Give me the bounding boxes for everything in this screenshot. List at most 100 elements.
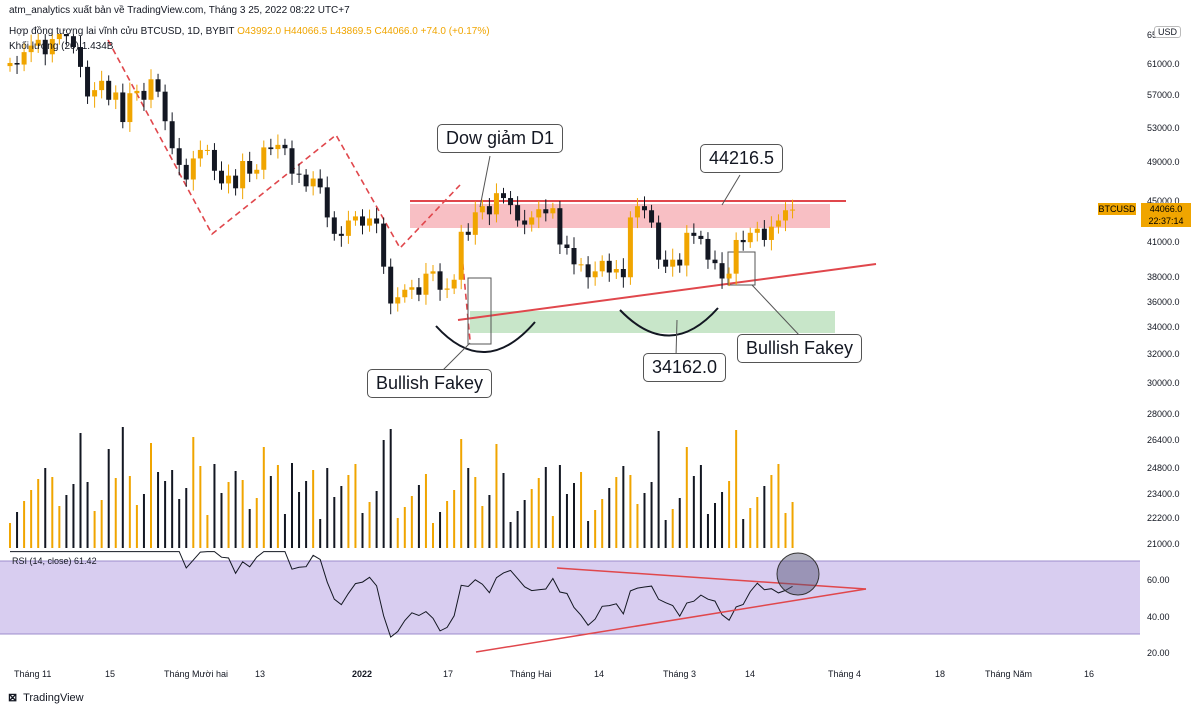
volume-bar (692, 476, 695, 548)
candle-body (352, 216, 358, 221)
volume-bar (107, 449, 110, 548)
volume-bar (128, 476, 131, 548)
candle-body (656, 222, 662, 260)
candle-body (240, 161, 246, 189)
candle-body (564, 244, 570, 248)
volume-bar (192, 437, 195, 548)
leader-fakey-left (439, 342, 471, 374)
rsi-tick-label: 60.00 (1147, 575, 1170, 585)
ohlc-low: L43869.5 (329, 26, 372, 37)
volume-bar (255, 498, 258, 548)
rsi-lower-trend (475, 588, 867, 653)
volume-bar (685, 447, 688, 548)
candle-body (388, 266, 394, 304)
volume-bar (354, 464, 357, 548)
candle-body (99, 80, 105, 91)
candle-body (592, 271, 598, 278)
candle-body (78, 47, 83, 67)
candle-body (226, 175, 232, 184)
volume-bar (86, 482, 89, 548)
candle-body (486, 206, 492, 215)
candle-body (444, 288, 450, 290)
volume-bar (495, 444, 498, 548)
volume-bar (417, 485, 420, 548)
time-tick-label: 13 (255, 669, 265, 679)
volume-bar (100, 500, 103, 548)
volume-bar (756, 497, 759, 548)
price-tick-label: 57000.0 (1147, 90, 1180, 100)
rsi-band (0, 561, 1140, 634)
volume-bar (185, 488, 188, 548)
volume-bar (305, 481, 308, 548)
candle-body (261, 147, 267, 170)
candle-body (141, 90, 147, 100)
candle-body (529, 217, 535, 225)
volume-bar (410, 496, 413, 548)
candle-body (761, 228, 767, 240)
price-tick-label: 24800.0 (1147, 463, 1180, 473)
candle-body (106, 80, 112, 100)
volume-bar (530, 489, 533, 548)
candle-body (70, 36, 76, 48)
candle-body (677, 259, 683, 266)
volume-bar (51, 477, 54, 548)
candle-body (712, 259, 718, 264)
volume-bar (629, 475, 632, 548)
symbol-name: Hợp đồng tương lai vĩnh cửu BTCUSD, 1D, … (9, 26, 235, 37)
volume-bar (749, 508, 752, 548)
volume-bar (544, 467, 547, 548)
candle-body (183, 164, 189, 180)
candle-body (204, 149, 210, 151)
volume-bar (678, 498, 681, 548)
candle-body (578, 264, 584, 266)
currency-button[interactable]: USD (1154, 26, 1182, 38)
volume-bar (558, 465, 561, 548)
candle-body (437, 271, 443, 290)
volume-bar (622, 466, 625, 548)
candle-body (627, 217, 633, 278)
volume-bar (523, 500, 526, 548)
candle-body (423, 273, 429, 295)
candle-body (649, 210, 655, 223)
volume-bar (58, 506, 61, 548)
volume-bar (474, 477, 477, 548)
volume-bar (453, 490, 456, 548)
candle-body (705, 238, 711, 260)
callout-fakey-right: Bullish Fakey (737, 334, 863, 363)
candle-body (282, 144, 288, 149)
support-zone (470, 311, 835, 333)
candle-body (395, 297, 401, 304)
last-price-tag: 44066.0 22:37:14 (1141, 203, 1191, 227)
time-axis: Tháng 11 15 Tháng Mười hai 13 2022 17 Tháng Ha… (14, 669, 1094, 679)
volume-bar (340, 486, 343, 548)
volume-bar (382, 440, 385, 548)
volume-bar (9, 523, 11, 548)
candle-body (268, 147, 274, 150)
footer-brand: TradingView (23, 692, 84, 704)
volume-bar (368, 502, 371, 548)
volume-bar (784, 513, 787, 548)
candle-body (49, 39, 55, 55)
candle-body (642, 206, 647, 211)
candle-body (381, 223, 387, 267)
volume-bar (157, 472, 160, 548)
volume-bar (664, 520, 667, 548)
time-tick-label: Tháng 4 (828, 669, 861, 679)
volume-bar (777, 464, 780, 548)
candle-body (345, 220, 351, 236)
volume-bar (432, 523, 434, 548)
candle-body (634, 206, 640, 218)
candle-body (254, 169, 260, 174)
volume-bar (403, 507, 406, 548)
price-tick-label: 53000.0 (1147, 123, 1180, 133)
price-tick-label: 41000.0 (1147, 237, 1180, 247)
candle-body (331, 217, 337, 234)
volume-bar (276, 465, 279, 548)
dow-zigzag (107, 39, 461, 250)
time-tick-label: Tháng 3 (663, 669, 696, 679)
candle-body (775, 220, 781, 227)
bottom-arc-left (435, 321, 536, 353)
volume-bar (699, 465, 702, 548)
candle-body (684, 232, 690, 266)
